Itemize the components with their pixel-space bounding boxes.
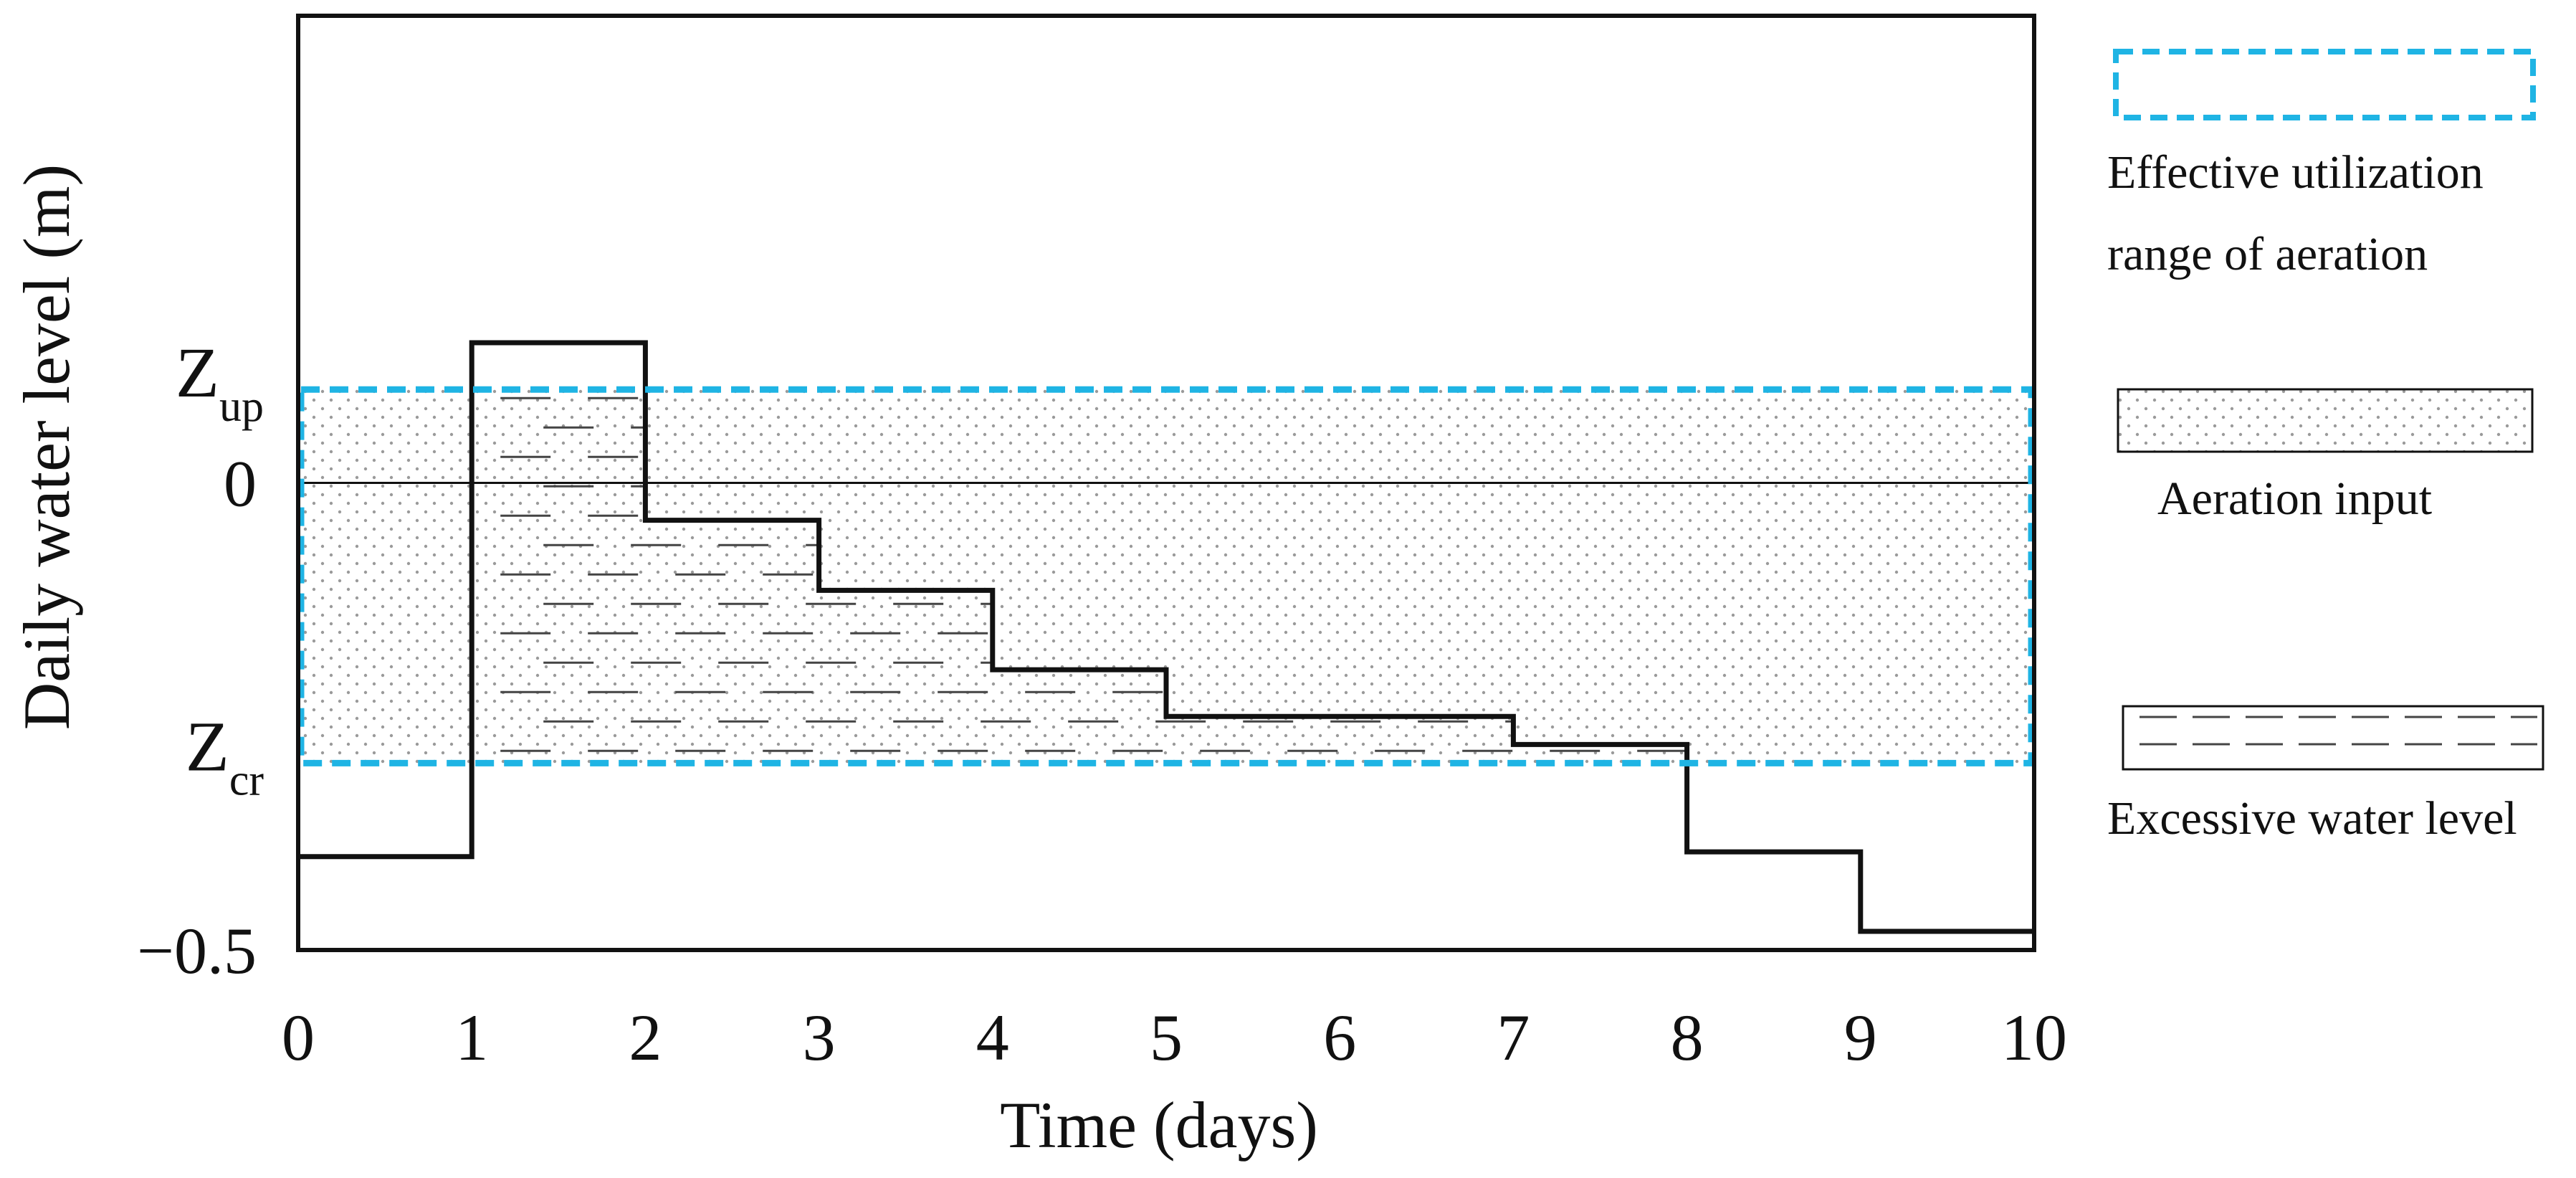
x-tick-label: 3 [803,1001,836,1074]
x-axis-tick-labels: 0 1 2 3 4 5 6 7 8 9 10 [282,1001,2067,1074]
x-tick-label: 9 [1844,1001,1877,1074]
x-tick-label: 6 [1323,1001,1356,1074]
x-tick-label: 0 [282,1001,315,1074]
legend-excess-label: Excessive water level [2107,792,2517,845]
x-tick-label: 2 [629,1001,662,1074]
x-tick-label: 8 [1671,1001,1704,1074]
legend-aeration-swatch [2117,388,2534,453]
x-axis-label: Time (days) [1000,1088,1318,1162]
y-tick-label: 0 [224,447,257,521]
legend-aeration-label: Aeration input [2157,472,2432,525]
legend-effective-label: Effective utilization range of aeration [2107,146,2484,280]
z-up-label: Zup [176,333,264,431]
y-axis-tick-labels: 0 −0.5 [137,447,257,988]
legend: Effective utilization range of aeration A… [2107,49,2544,845]
y-tick-label: −0.5 [137,914,257,987]
legend-effective-swatch [2113,49,2536,120]
x-tick-label: 7 [1497,1001,1530,1074]
x-tick-label: 4 [976,1001,1009,1074]
z-cr-label: Zcr [186,706,264,804]
legend-excess-swatch [2122,705,2544,771]
y-axis-label: Daily water level (m) [10,164,83,730]
x-tick-label: 5 [1150,1001,1183,1074]
x-tick-label: 10 [2001,1001,2067,1074]
water-level-step-line [298,340,2034,934]
x-tick-label: 1 [455,1001,488,1074]
effective-utilization-range-box [297,386,2035,766]
plot-frame [296,14,2036,952]
